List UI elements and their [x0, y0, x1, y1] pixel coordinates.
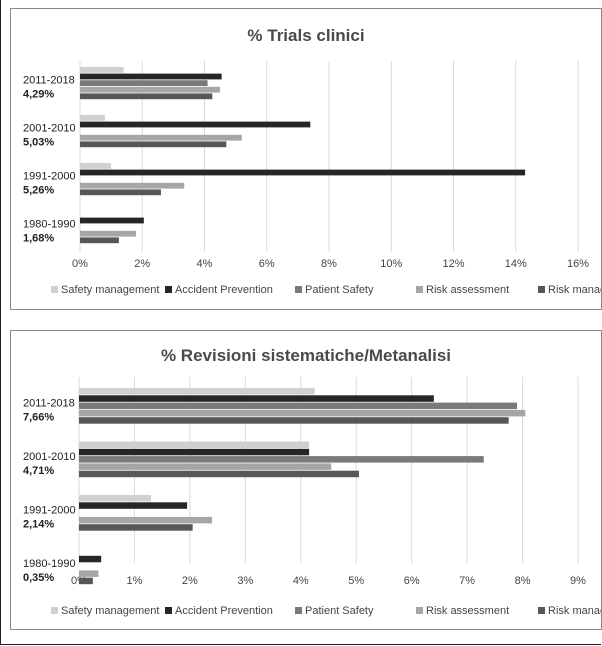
legend-swatch [416, 286, 423, 293]
legend-entry: Safety management [61, 284, 159, 296]
category-label: 1980-1990 [23, 558, 76, 570]
legend-entry: Risk assessment [426, 605, 509, 617]
category-total-label: 4,29% [23, 89, 54, 101]
bar-risk-management [79, 577, 93, 585]
bar-risk-assessment [80, 134, 242, 141]
x-tick-label: 2% [134, 258, 150, 270]
bar-safety-management [80, 163, 112, 169]
bar-risk-management [80, 237, 119, 244]
x-tick-label: 4% [293, 575, 309, 587]
bar-safety-management [80, 67, 124, 73]
legend-entry: Patient Safety [305, 284, 374, 296]
chart-trials-clinici-svg: % Trials clinici 0% 2% 4% 6% 8% 10% 12% 14% 16% 2… [23, 26, 601, 296]
x-tick-label: 8% [515, 575, 531, 587]
legend-entry: Risk management [548, 284, 601, 296]
bar-safety-management [79, 495, 152, 502]
x-tick-label: 8% [321, 258, 337, 270]
legend-swatch [165, 286, 172, 293]
x-tick-label: 4% [197, 258, 213, 270]
chart-revisioni-svg: % Revisioni sistematiche/Metanalisi 0%1%… [23, 346, 601, 617]
bar-risk-assessment [79, 463, 332, 470]
bar-risk-management [79, 417, 509, 424]
legend-swatch [538, 607, 545, 614]
bar-accident-prevention [80, 121, 311, 128]
bar-risk-management [80, 141, 227, 148]
legend-entry: Accident Prevention [175, 605, 273, 617]
bar-safety-management [79, 441, 310, 448]
x-tick-label: 3% [237, 575, 253, 587]
category-label: 2001-2010 [23, 451, 76, 463]
category-total-label: 0,35% [23, 572, 54, 584]
x-tick-label: 6% [259, 258, 275, 270]
category-total-label: 2,14% [23, 518, 54, 530]
x-tick-label: 16% [567, 258, 589, 270]
x-tick-label: 7% [459, 575, 475, 587]
legend-swatch [538, 286, 545, 293]
bar-accident-prevention [79, 502, 188, 509]
bar-risk-assessment [80, 182, 185, 189]
bar-risk-assessment [79, 516, 213, 524]
bar-risk-management [79, 524, 193, 531]
chart-revisioni-sistematiche: % Revisioni sistematiche/Metanalisi 0%1%… [10, 330, 602, 630]
x-tick-label: 10% [380, 258, 402, 270]
bar-risk-assessment [80, 230, 137, 237]
bar-accident-prevention [79, 555, 102, 563]
legend-swatch [51, 286, 58, 293]
legend-entry: Risk assessment [426, 284, 509, 296]
x-tick-label: 9% [570, 575, 586, 587]
legend-entry: Accident Prevention [175, 284, 273, 296]
category-total-label: 5,26% [23, 185, 54, 197]
category-total-label: 7,66% [23, 411, 54, 423]
bar-patient-safety [79, 402, 518, 410]
category-total-label: 4,71% [23, 465, 54, 477]
chart-title: % Revisioni sistematiche/Metanalisi [161, 346, 451, 365]
legend-swatch [295, 286, 302, 293]
bar-risk-assessment [80, 86, 221, 93]
x-tick-label: 12% [442, 258, 464, 270]
bar-risk-assessment [79, 570, 99, 577]
x-tick-label: 2% [182, 575, 198, 587]
x-tick-label: 0% [72, 258, 88, 270]
bar-risk-management [79, 470, 359, 478]
bar-accident-prevention [80, 169, 526, 176]
bar-accident-prevention [80, 217, 144, 224]
x-tick-label: 1% [126, 575, 142, 587]
chart-title: % Trials clinici [247, 26, 364, 45]
x-tick-label: 6% [404, 575, 420, 587]
category-total-label: 1,68% [23, 233, 54, 245]
bar-risk-assessment [79, 409, 526, 417]
category-total-label: 5,03% [23, 137, 54, 149]
bar-patient-safety [79, 456, 484, 463]
category-label: 2011-2018 [23, 397, 75, 409]
category-label: 1991-2000 [23, 171, 76, 183]
x-tick-label: 5% [348, 575, 364, 587]
bar-safety-management [79, 388, 315, 395]
bar-risk-management [80, 93, 213, 100]
legend-swatch [165, 607, 172, 614]
legend-entry: Risk management [548, 605, 601, 617]
legend-entry: Safety management [61, 605, 159, 617]
legend-swatch [416, 607, 423, 614]
legend-entry: Patient Safety [305, 605, 374, 617]
legend-swatch [295, 607, 302, 614]
bar-risk-management [80, 189, 161, 196]
legend-swatch [51, 607, 58, 614]
category-label: 1980-1990 [23, 219, 76, 231]
bar-accident-prevention [80, 73, 222, 80]
chart-trials-clinici: % Trials clinici 0% 2% 4% 6% 8% 10% 12% 14% 16% 2… [10, 8, 602, 310]
bar-patient-safety [80, 80, 208, 86]
x-tick-label: 14% [505, 258, 527, 270]
category-label: 2011-2018 [23, 75, 75, 87]
bar-accident-prevention [79, 395, 434, 402]
category-label: 2001-2010 [23, 123, 76, 135]
bar-accident-prevention [79, 448, 310, 456]
category-label: 1991-2000 [23, 504, 76, 516]
bar-safety-management [80, 115, 105, 121]
